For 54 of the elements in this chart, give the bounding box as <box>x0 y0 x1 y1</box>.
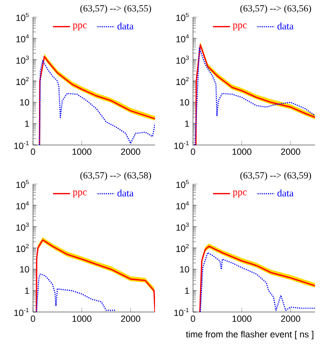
legend-label: ppc <box>72 24 87 30</box>
y-tick-label: 10$^{4}$ <box>176 34 189 42</box>
x-tick-label: 0 <box>190 316 196 322</box>
x-tick-label: 1000 <box>72 316 92 322</box>
y-tick-label: 10$^{4}$ <box>176 201 189 210</box>
y-tick-label: 1 <box>25 288 30 294</box>
legend-label: data <box>117 22 134 30</box>
chart-title: (63,57) --> (63,56) <box>240 4 312 14</box>
legend-label: data <box>277 189 294 196</box>
chart-title: (63,57) --> (63,58) <box>80 172 152 180</box>
y-tick-label: 10$^{5}$ <box>16 12 29 22</box>
y-tick-label: 10$^{2}$ <box>16 76 29 86</box>
y-tick-label: 10$^{2}$ <box>16 244 29 252</box>
x-tick-label: 0 <box>30 148 36 155</box>
x-tick-label: 2000 <box>121 316 140 322</box>
y-tick-label: 10$^{4}$ <box>16 34 29 42</box>
x-tick-label: 1000 <box>232 316 252 322</box>
legend-label: ppc <box>72 190 87 198</box>
x-axis-title: time from the flasher event [ ns ] <box>186 330 314 340</box>
chart-title: (63,57) --> (63,55) <box>80 4 152 14</box>
x-tick-label: 2000 <box>121 148 140 155</box>
y-tick-label: 10$^{3}$ <box>16 56 29 64</box>
chart-title: (63,57) --> (63,59) <box>240 172 312 180</box>
y-tick-label: 10 <box>180 99 190 106</box>
y-tick-label: 10$^{3}$ <box>176 222 189 231</box>
y-tick-label: 10$^{-1}$ <box>174 140 189 150</box>
y-tick-label: 10 <box>180 266 190 273</box>
y-tick-label: 10$^{2}$ <box>176 76 189 86</box>
y-tick-label: 10$^{-1}$ <box>14 308 29 316</box>
y-tick-label: 1 <box>185 288 190 294</box>
x-tick-label: 1000 <box>232 148 252 155</box>
y-tick-label: 10$^{5}$ <box>176 12 189 22</box>
y-tick-label: 10$^{4}$ <box>16 201 29 210</box>
y-tick-label: 1 <box>185 120 190 127</box>
legend-label: ppc <box>232 190 247 198</box>
line-series <box>36 274 117 312</box>
y-tick-label: 10 <box>20 99 30 106</box>
x-tick-label: 0 <box>190 148 196 155</box>
legend-label: ppc <box>232 24 247 30</box>
x-tick-label: 1000 <box>72 148 92 155</box>
y-tick-label: 10$^{3}$ <box>176 56 189 64</box>
x-tick-label: 2000 <box>281 316 300 322</box>
legend-label: data <box>277 22 294 30</box>
y-tick-label: 10$^{-1}$ <box>14 140 29 150</box>
x-tick-label: 0 <box>30 316 36 322</box>
y-tick-label: 10$^{5}$ <box>176 180 189 188</box>
y-tick-label: 1 <box>25 120 30 127</box>
legend-label: data <box>117 189 134 196</box>
x-tick-label: 2000 <box>281 148 300 155</box>
y-tick-label: 10$^{-1}$ <box>174 308 189 316</box>
y-tick-label: 10 <box>20 266 30 273</box>
y-tick-label: 10$^{2}$ <box>176 244 189 252</box>
y-tick-label: 10$^{3}$ <box>16 222 29 231</box>
y-tick-label: 10$^{5}$ <box>16 180 29 188</box>
